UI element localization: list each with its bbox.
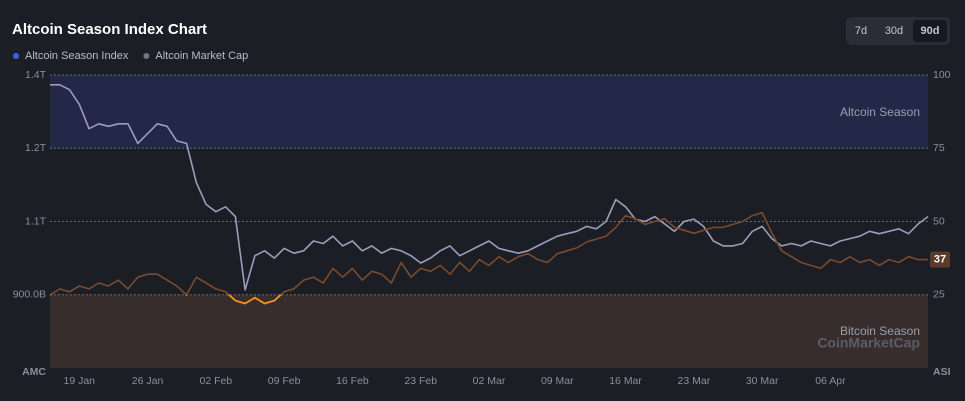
season-band: [50, 294, 928, 368]
y2-tick-label: 900.0B: [13, 289, 46, 301]
y2-tick-label: 1.1T: [25, 215, 47, 227]
x-tick-label: 26 Jan: [132, 375, 164, 387]
x-tick-label: 16 Mar: [609, 375, 642, 387]
y2-tick-label: 1.2T: [25, 142, 47, 154]
range-button-active: [913, 20, 947, 42]
legend-label: Altcoin Season Index: [25, 50, 129, 62]
x-tick-label: 23 Mar: [678, 375, 711, 387]
band-label: Altcoin Season: [840, 105, 920, 119]
x-tick-label: 16 Feb: [336, 375, 369, 387]
x-tick-label: 02 Feb: [199, 375, 232, 387]
last-value-label: 37: [934, 253, 946, 265]
legend-dot: [143, 53, 150, 59]
x-tick-label: 02 Mar: [473, 375, 506, 387]
watermark: CoinMarketCap: [817, 335, 920, 351]
season-band: [50, 75, 928, 149]
x-tick-label: 06 Apr: [815, 375, 846, 387]
y-tick-label: 25: [933, 289, 945, 301]
y-tick-label: 75: [933, 142, 945, 154]
x-tick-label: 09 Mar: [541, 375, 574, 387]
legend-dot: [13, 53, 19, 59]
y2-axis-label: AMC: [22, 366, 46, 378]
y-tick-label: 100: [933, 69, 951, 81]
x-tick-label: 30 Mar: [746, 375, 779, 387]
y-tick-label: 50: [933, 215, 945, 227]
series-line: [49, 211, 928, 305]
range-button[interactable]: 7d: [855, 25, 867, 37]
x-tick-label: 23 Feb: [404, 375, 437, 387]
x-tick-label: 09 Feb: [268, 375, 301, 387]
legend-label: Altcoin Market Cap: [155, 50, 248, 62]
range-button[interactable]: 30d: [885, 25, 903, 37]
series-line: [50, 84, 929, 291]
last-value-badge: [930, 251, 950, 268]
band-label: Bitcoin Season: [840, 324, 920, 338]
chart-title: Altcoin Season Index Chart: [12, 21, 207, 38]
range-button[interactable]: 90d: [921, 25, 940, 37]
y-axis-label: ASI: [933, 366, 951, 378]
x-tick-label: 19 Jan: [64, 375, 96, 387]
y2-tick-label: 1.4T: [25, 69, 47, 81]
